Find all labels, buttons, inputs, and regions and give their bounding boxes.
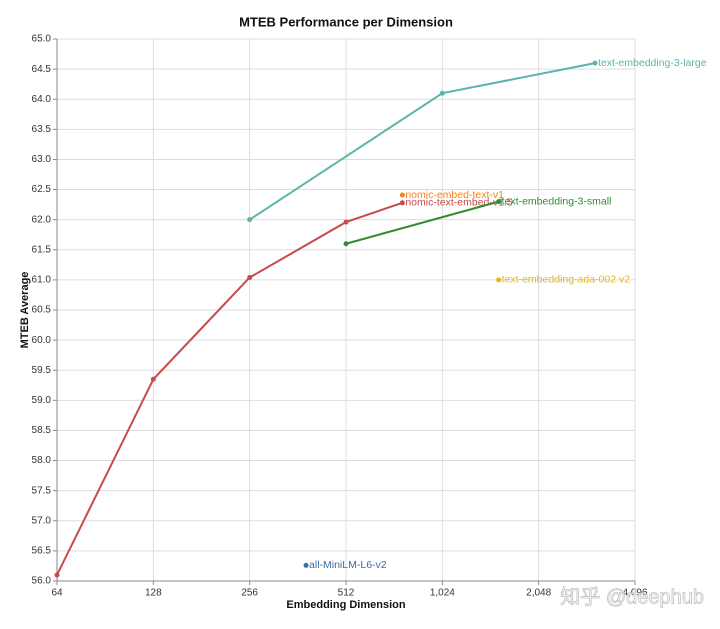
point	[496, 277, 502, 283]
series-line	[345, 200, 499, 245]
y-tick-label: 60.5	[32, 305, 52, 316]
point	[247, 274, 253, 280]
x-tick-label: 2,048	[526, 588, 551, 599]
y-tick-label: 62.0	[32, 214, 52, 225]
y-tick-label: 57.5	[32, 485, 52, 496]
point	[54, 572, 60, 578]
point	[399, 192, 405, 198]
series-label: text-embedding-ada-002 v2	[502, 274, 631, 286]
x-tick-label: 512	[338, 588, 355, 599]
x-tick-label: 128	[145, 588, 162, 599]
point	[150, 376, 156, 382]
y-tick-label: 63.0	[32, 154, 52, 165]
series-line	[56, 201, 403, 576]
y-tick-label: 56.0	[32, 576, 52, 587]
x-tick-label: 64	[51, 588, 63, 599]
y-tick-label: 56.5	[32, 546, 52, 557]
y-tick-label: 63.5	[32, 124, 52, 135]
x-axis-title: Embedding Dimension	[286, 599, 405, 611]
point	[399, 200, 405, 206]
y-tick-label: 61.0	[32, 275, 52, 286]
y-axis-title: MTEB Average	[19, 272, 31, 349]
y-tick-label: 61.5	[32, 244, 52, 255]
point	[439, 90, 445, 96]
series-label: text-embedding-3-small	[502, 195, 612, 207]
y-tick-label: 57.0	[32, 515, 52, 526]
y-tick-label: 64.5	[32, 64, 52, 75]
y-tick-label: 59.5	[32, 365, 52, 376]
chart-title: MTEB Performance per Dimension	[239, 14, 453, 29]
y-tick-label: 64.0	[32, 94, 52, 105]
watermark: 知乎 @deephub	[560, 585, 704, 608]
point	[247, 217, 253, 223]
series-label: nomic-embed-text-v1	[405, 189, 504, 201]
y-tick-label: 65.0	[32, 34, 52, 45]
y-tick-label: 59.0	[32, 395, 52, 406]
y-tick-label: 58.0	[32, 455, 52, 466]
point	[343, 219, 349, 225]
series-label: all-MiniLM-L6-v2	[309, 559, 387, 571]
x-tick-label: 256	[241, 588, 258, 599]
point	[343, 241, 349, 247]
grid	[56, 38, 636, 582]
point	[303, 562, 309, 568]
y-tick-label: 62.5	[32, 184, 52, 195]
point	[592, 60, 598, 66]
x-tick-label: 4,096	[622, 588, 647, 599]
y-tick-label: 58.5	[32, 425, 52, 436]
series-label: text-embedding-3-large	[598, 57, 707, 69]
x-tick-label: 1,024	[430, 588, 455, 599]
point	[496, 199, 502, 205]
y-tick-label: 60.0	[32, 335, 52, 346]
